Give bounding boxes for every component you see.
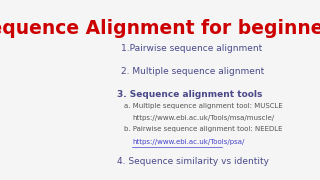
Text: a. Multiple sequence alignment tool: MUSCLE: a. Multiple sequence alignment tool: MUS… xyxy=(124,103,283,109)
Text: https://www.ebi.ac.uk/Tools/msa/muscle/: https://www.ebi.ac.uk/Tools/msa/muscle/ xyxy=(132,115,275,121)
Text: 2. Multiple sequence alignment: 2. Multiple sequence alignment xyxy=(121,67,264,76)
Text: 4. Sequence similarity vs identity: 4. Sequence similarity vs identity xyxy=(116,157,268,166)
Text: https://www.ebi.ac.uk/Tools/psa/: https://www.ebi.ac.uk/Tools/psa/ xyxy=(132,139,245,145)
Text: 3. Sequence alignment tools: 3. Sequence alignment tools xyxy=(116,90,262,99)
Text: 1.Pairwise sequence alignment: 1.Pairwise sequence alignment xyxy=(121,44,262,53)
Text: Sequence Alignment for beginners: Sequence Alignment for beginners xyxy=(0,19,320,38)
Text: b. Pairwise sequence alignment tool: NEEDLE: b. Pairwise sequence alignment tool: NEE… xyxy=(124,126,283,132)
